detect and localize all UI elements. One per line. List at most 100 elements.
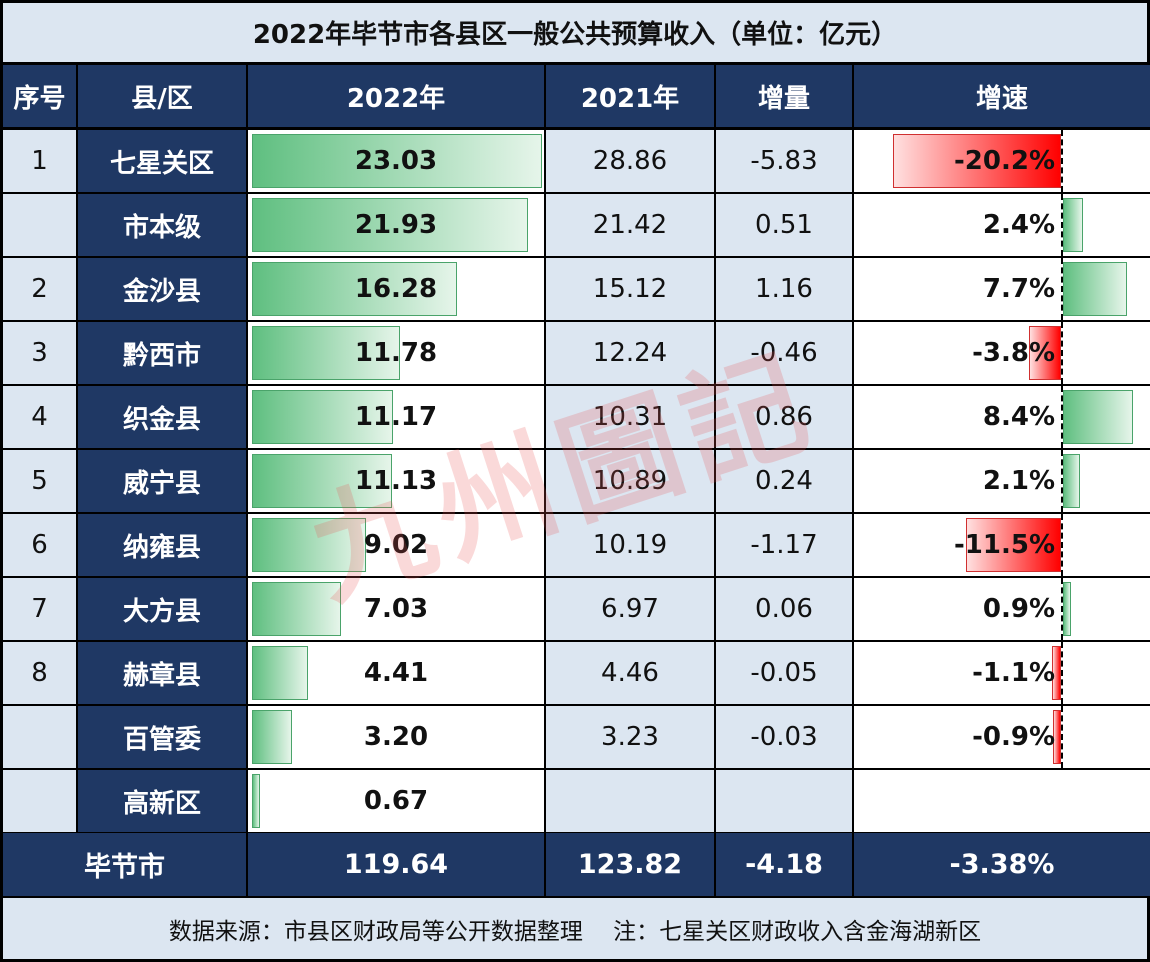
growth-bar-negative bbox=[966, 518, 1061, 572]
row-growth: 8.4% bbox=[854, 386, 1150, 450]
row-2022-value: 0.67 bbox=[363, 786, 429, 816]
row-2022-value: 11.13 bbox=[354, 466, 438, 496]
row-growth: -0.9% bbox=[854, 706, 1150, 770]
value-bar bbox=[252, 326, 400, 380]
table-row: 5 威宁县 11.13 10.89 0.24 2.1% bbox=[0, 450, 1150, 514]
total-name: 毕节市 bbox=[3, 833, 248, 898]
growth-axis bbox=[1061, 514, 1063, 576]
value-bar bbox=[252, 646, 308, 700]
row-2022-value: 4.41 bbox=[363, 658, 429, 688]
row-2021: 12.24 bbox=[546, 322, 716, 386]
row-2021: 10.89 bbox=[546, 450, 716, 514]
row-delta: -5.83 bbox=[716, 130, 854, 194]
growth-bar-positive bbox=[1063, 582, 1071, 636]
source-note: 数据来源：市县区财政局等公开数据整理 注：七星关区财政收入含金海湖新区 bbox=[3, 898, 1147, 959]
row-growth-value: -11.5% bbox=[954, 530, 1055, 560]
table-row: 百管委 3.20 3.23 -0.03 -0.9% bbox=[0, 706, 1150, 770]
table-row: 高新区 0.67 bbox=[0, 770, 1150, 834]
row-county: 纳雍县 bbox=[78, 514, 248, 578]
growth-bar-positive bbox=[1063, 390, 1133, 444]
header-county: 县/区 bbox=[78, 65, 248, 129]
growth-axis bbox=[1061, 642, 1063, 704]
row-county: 威宁县 bbox=[78, 450, 248, 514]
row-county: 大方县 bbox=[78, 578, 248, 642]
table-row: 2 金沙县 16.28 15.12 1.16 7.7% bbox=[0, 258, 1150, 322]
row-2022: 3.20 bbox=[248, 706, 546, 770]
growth-bar-negative bbox=[1052, 646, 1061, 700]
row-county: 高新区 bbox=[78, 770, 248, 834]
row-growth-value: 0.9% bbox=[982, 594, 1055, 624]
row-no: 5 bbox=[3, 450, 78, 514]
row-2022-value: 16.28 bbox=[354, 274, 438, 304]
row-county: 金沙县 bbox=[78, 258, 248, 322]
row-no: 7 bbox=[3, 578, 78, 642]
row-no: 6 bbox=[3, 514, 78, 578]
row-county: 市本级 bbox=[78, 194, 248, 258]
row-2022: 11.17 bbox=[248, 386, 546, 450]
row-2022: 11.13 bbox=[248, 450, 546, 514]
total-2021: 123.82 bbox=[546, 833, 716, 898]
row-2021 bbox=[546, 770, 716, 834]
row-growth: -3.8% bbox=[854, 322, 1150, 386]
growth-axis bbox=[1061, 322, 1063, 384]
row-2022: 16.28 bbox=[248, 258, 546, 322]
table-row: 1 七星关区 23.03 28.86 -5.83 -20.2% bbox=[0, 130, 1150, 194]
row-2022-value: 23.03 bbox=[354, 146, 438, 176]
row-delta: 0.86 bbox=[716, 386, 854, 450]
value-bar bbox=[252, 582, 341, 636]
row-growth-value: 2.4% bbox=[982, 210, 1055, 240]
row-county: 七星关区 bbox=[78, 130, 248, 194]
row-growth-value: 2.1% bbox=[982, 466, 1055, 496]
growth-bar-positive bbox=[1063, 198, 1083, 252]
row-growth-value: -20.2% bbox=[954, 146, 1055, 176]
growth-axis bbox=[1061, 450, 1063, 512]
growth-axis bbox=[1061, 130, 1063, 192]
value-bar bbox=[252, 390, 393, 444]
row-2022-value: 3.20 bbox=[363, 722, 429, 752]
growth-axis bbox=[1061, 258, 1063, 320]
row-delta: 0.24 bbox=[716, 450, 854, 514]
row-2021: 21.42 bbox=[546, 194, 716, 258]
value-bar bbox=[252, 262, 457, 316]
total-growth: -3.38% bbox=[854, 833, 1150, 898]
table-row: 7 大方县 7.03 6.97 0.06 0.9% bbox=[0, 578, 1150, 642]
value-bar bbox=[252, 774, 260, 828]
row-growth-value: -1.1% bbox=[972, 658, 1055, 688]
row-growth-value: -0.9% bbox=[972, 722, 1055, 752]
row-2021: 3.23 bbox=[546, 706, 716, 770]
row-delta: -0.05 bbox=[716, 642, 854, 706]
growth-bar-negative bbox=[1053, 710, 1061, 764]
growth-axis bbox=[1061, 578, 1063, 640]
row-2022-value: 11.78 bbox=[354, 338, 438, 368]
row-county: 黔西市 bbox=[78, 322, 248, 386]
row-delta: 0.51 bbox=[716, 194, 854, 258]
row-no bbox=[3, 706, 78, 770]
row-growth: -11.5% bbox=[854, 514, 1150, 578]
row-2022-value: 21.93 bbox=[354, 210, 438, 240]
header-2021: 2021年 bbox=[546, 65, 716, 129]
value-bar bbox=[252, 198, 528, 252]
row-delta: -0.46 bbox=[716, 322, 854, 386]
table-row: 8 赫章县 4.41 4.46 -0.05 -1.1% bbox=[0, 642, 1150, 706]
value-bar bbox=[252, 710, 292, 764]
growth-axis bbox=[1061, 194, 1063, 256]
growth-bar-negative bbox=[1029, 326, 1061, 380]
header-no: 序号 bbox=[3, 65, 78, 129]
row-2022-value: 9.02 bbox=[363, 530, 429, 560]
value-bar bbox=[252, 454, 392, 508]
table-row: 4 织金县 11.17 10.31 0.86 8.4% bbox=[0, 386, 1150, 450]
row-growth-value: 7.7% bbox=[982, 274, 1055, 304]
row-2022: 9.02 bbox=[248, 514, 546, 578]
row-growth-value: -3.8% bbox=[972, 338, 1055, 368]
row-2022-value: 7.03 bbox=[363, 594, 429, 624]
row-growth: -1.1% bbox=[854, 642, 1150, 706]
row-2021: 10.19 bbox=[546, 514, 716, 578]
row-2022-value: 11.17 bbox=[354, 402, 438, 432]
growth-bar-positive bbox=[1063, 262, 1127, 316]
total-2022: 119.64 bbox=[248, 833, 546, 898]
row-county: 百管委 bbox=[78, 706, 248, 770]
row-2021: 10.31 bbox=[546, 386, 716, 450]
row-delta: 0.06 bbox=[716, 578, 854, 642]
row-county: 织金县 bbox=[78, 386, 248, 450]
